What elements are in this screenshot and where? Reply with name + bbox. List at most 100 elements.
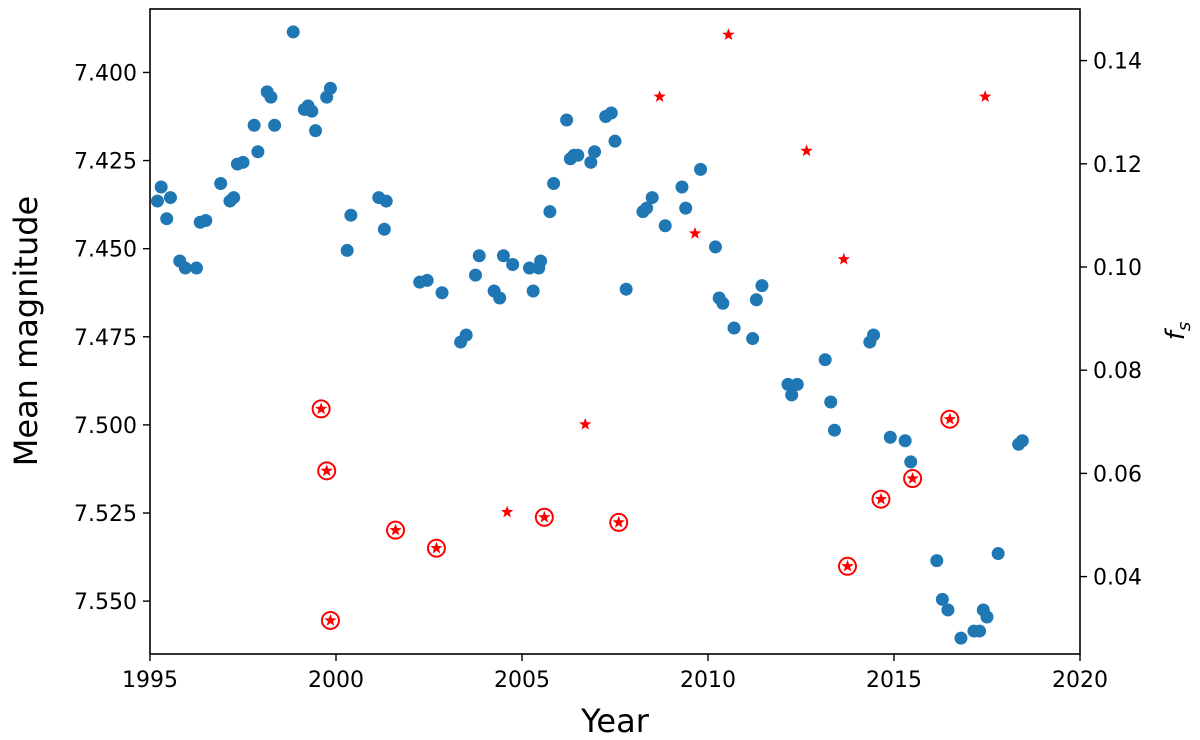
fs-point [978,90,992,102]
magnitude-point [150,194,164,208]
x-tick-label: 1995 [122,668,178,693]
axis-ticks: 1995 2000 2005 2010 2015 2020 7.400 7.425 7.450 7… [74,50,1142,693]
magnitude-point [781,377,795,391]
magnitude-point [755,279,769,293]
magnitude-series [150,25,1029,645]
magnitude-point [420,273,434,287]
magnitude-point [824,395,838,409]
magnitude-point [935,592,949,606]
magnitude-point [904,455,918,469]
y-right-tick-label: 0.10 [1093,256,1142,281]
y-right-tick-label: 0.08 [1093,359,1142,384]
y-left-tick-label: 7.550 [74,590,137,615]
x-tick-label: 2015 [866,668,922,693]
magnitude-point [608,134,622,148]
magnitude-point [178,261,192,275]
y-left-tick-label: 7.500 [74,414,137,439]
magnitude-point [469,268,482,282]
magnitude-point [227,191,241,205]
fs-point [324,613,337,626]
magnitude-point [941,603,955,617]
magnitude-point [675,180,689,194]
fs-point-ring [940,409,960,429]
magnitude-point [506,258,520,272]
magnitude-point [160,212,174,226]
magnitude-point [251,145,265,159]
magnitude-point [930,554,944,568]
magnitude-point [268,118,282,132]
x-tick-label: 2010 [680,668,736,693]
fs-point-ring [386,520,406,540]
magnitude-point [749,293,763,307]
fs-point [943,412,956,425]
fs-point [579,417,592,430]
magnitude-point [493,291,507,305]
y-axis-title-left: Mean magnitude [7,196,45,466]
magnitude-point [746,332,760,346]
magnitude-point [247,118,261,132]
y-right-tick-label: 0.06 [1093,462,1142,487]
magnitude-point [286,25,300,39]
magnitude-point [898,434,912,448]
fs-point [500,505,514,518]
x-tick-label: 2020 [1052,668,1108,693]
fs-point [389,523,402,536]
fs-point [874,492,888,505]
fs-point [538,510,551,523]
fs-point [800,144,813,157]
y-left-tick-label: 7.525 [74,502,137,527]
magnitude-point [305,104,319,118]
fs-point [841,559,854,572]
magnitude-point [708,240,722,254]
magnitude-point [534,254,548,268]
fs-point [906,472,919,484]
fs-series [311,28,992,630]
y-left-tick-label: 7.450 [74,238,137,263]
magnitude-point [190,261,203,275]
fs-point-ring [317,461,337,481]
fs-point-ring [426,538,446,558]
fs-point [653,90,666,102]
magnitude-point [472,249,486,263]
magnitude-point [973,624,987,638]
magnitude-point [264,90,278,104]
magnitude-point [163,191,177,205]
fs-point [612,515,625,528]
magnitude-point [496,249,510,263]
magnitude-point [344,208,358,222]
magnitude-point [818,353,832,367]
y-left-tick-label: 7.400 [74,61,137,86]
y-left-tick-label: 7.475 [74,326,137,351]
magnitude-point [214,176,228,190]
magnitude-point [459,328,473,342]
fs-point-ring [871,489,891,509]
fs-subscript: s [1174,322,1195,331]
x-axis-title: Year [580,702,650,740]
magnitude-point [526,284,540,298]
magnitude-point [377,222,391,236]
plot-frame [149,8,1081,655]
magnitude-point [980,610,994,624]
magnitude-point [560,113,574,127]
magnitude-point [883,430,897,444]
magnitude-point [827,423,841,437]
magnitude-point [658,219,672,233]
fs-point-ring [320,610,340,630]
magnitude-point [694,162,708,176]
magnitude-point [790,377,804,391]
magnitude-point [154,180,168,194]
y-left-tick-label: 7.425 [74,150,137,175]
magnitude-point [991,547,1005,561]
magnitude-point [236,155,250,169]
magnitude-point [640,201,654,215]
magnitude-point [323,81,337,95]
magnitude-point [604,106,618,120]
magnitude-point [679,201,693,215]
magnitude-point [588,145,602,159]
fs-point-ring [534,507,554,527]
magnitude-point [309,124,323,138]
magnitude-point [785,388,799,402]
magnitude-point [954,631,968,645]
fs-point [722,28,735,41]
magnitude-point [543,205,557,219]
